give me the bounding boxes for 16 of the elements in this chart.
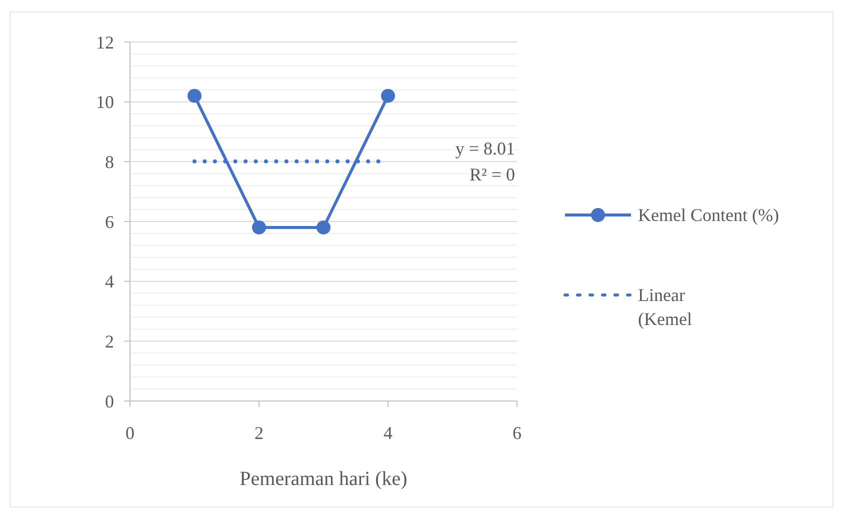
annotation: y = 8.01: [455, 138, 515, 158]
y-tick-label: 6: [105, 212, 114, 232]
y-tick-label: 8: [105, 152, 114, 172]
legend-label: Linear (Kemel: [638, 285, 692, 329]
x-tick-label: 6: [512, 423, 522, 443]
y-tick-label: 10: [96, 92, 114, 112]
annotation: R² = 0: [469, 164, 515, 184]
y-tick-label: 12: [96, 32, 114, 52]
y-tick-label: 0: [105, 391, 114, 412]
x-tick-label: 4: [384, 423, 392, 443]
y-tick-label: 4: [105, 272, 114, 292]
y-tick-label: 2: [105, 331, 114, 352]
x-axis-title: Pemeraman hari (ke): [240, 468, 408, 490]
x-tick-label: 2: [254, 423, 264, 443]
legend-label: Kemel Content (%): [638, 205, 779, 225]
x-tick-label: 0: [126, 423, 134, 443]
